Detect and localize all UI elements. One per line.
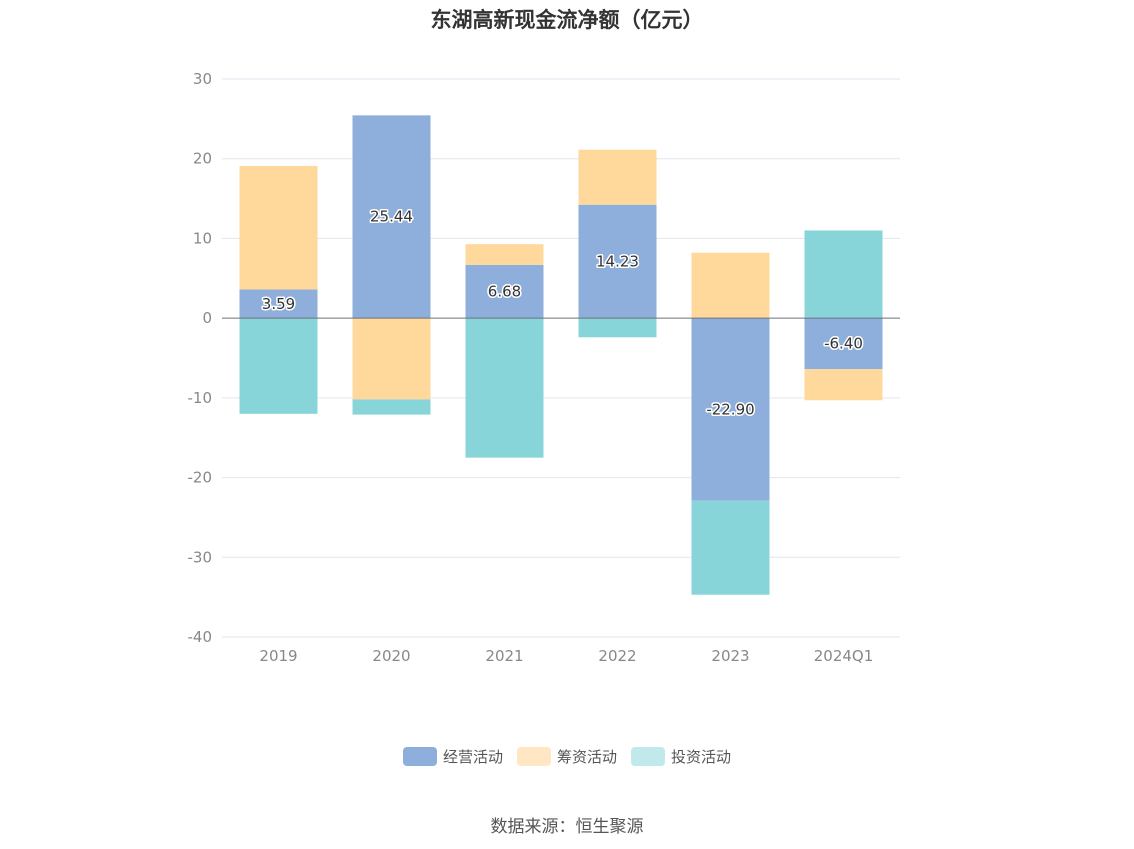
bar-2022-series-0 (578, 204, 657, 319)
bar-2022-series-1 (578, 149, 657, 205)
legend-swatch-operating (402, 747, 437, 766)
y-tick-label: 30 (193, 70, 212, 88)
y-tick-label: 20 (193, 150, 212, 168)
bar-2020-series-1 (352, 318, 431, 400)
x-tick-label: 2022 (598, 647, 636, 665)
bar-2021-series-1 (465, 244, 544, 265)
data-label-2020: 25.44 (370, 208, 413, 226)
bar-2020-series-2 (352, 399, 431, 415)
bar-2019-series-2 (239, 318, 318, 414)
x-tick-label: 2024Q1 (814, 647, 874, 665)
y-tick-label: -20 (188, 469, 213, 487)
data-label-2022: 14.23 (596, 252, 639, 270)
bar-2024Q1-series-2 (804, 230, 883, 319)
y-tick-label: -30 (188, 548, 213, 566)
legend: 经营活动 筹资活动 投资活动 (0, 746, 1134, 767)
x-tick-label: 2023 (711, 647, 749, 665)
grid-lines (222, 78, 900, 638)
x-tick-label: 2019 (259, 647, 297, 665)
bar-2019-series-1 (239, 165, 318, 290)
bar-2021-series-2 (465, 318, 544, 458)
axes: 30 20 10 0 -10 -20 -30 -40 2019 2020 2021 2022 2023 2… (188, 70, 900, 665)
x-tick-label: 2020 (372, 647, 410, 665)
bars (239, 115, 883, 595)
bar-2020-series-0 (352, 115, 431, 319)
bar-2019-series-0 (239, 289, 318, 319)
bar-2023-series-2 (691, 500, 770, 595)
data-source: 数据来源：恒生聚源 (490, 817, 644, 837)
data-labels: 3.59 25.44 6.68 14.23 -22.90 -6.40 (260, 206, 864, 420)
chart-title: 东湖高新现金流净额（亿元） (430, 8, 704, 32)
legend-swatch-financing (516, 747, 551, 766)
legend-item-operating[interactable]: 经营活动 (402, 746, 503, 767)
legend-label-operating: 经营活动 (442, 748, 503, 766)
data-label-2019: 3.59 (262, 295, 295, 313)
x-tick-label: 2021 (485, 647, 523, 665)
legend-label-investing: 投资活动 (671, 748, 732, 766)
bar-2023-series-1 (691, 252, 770, 319)
data-label-2023: -22.90 (706, 400, 754, 418)
bar-2024Q1-series-1 (804, 369, 883, 401)
data-label-2024Q1: -6.40 (824, 335, 863, 353)
legend-item-investing[interactable]: 投资活动 (631, 746, 731, 767)
y-tick-label: -10 (188, 389, 213, 407)
bar-2024Q1-series-0 (804, 318, 883, 370)
data-label-2021: 6.68 (488, 283, 521, 301)
bar-2023-series-0 (691, 318, 770, 501)
y-tick-label: 0 (202, 309, 212, 327)
bar-2021-series-0 (465, 264, 544, 319)
y-tick-label: -40 (188, 628, 213, 646)
y-tick-label: 10 (193, 229, 212, 247)
legend-label-financing: 筹资活动 (556, 748, 617, 766)
bar-2022-series-2 (578, 318, 657, 338)
legend-swatch-investing (631, 747, 665, 766)
legend-item-financing[interactable]: 筹资活动 (516, 746, 617, 767)
